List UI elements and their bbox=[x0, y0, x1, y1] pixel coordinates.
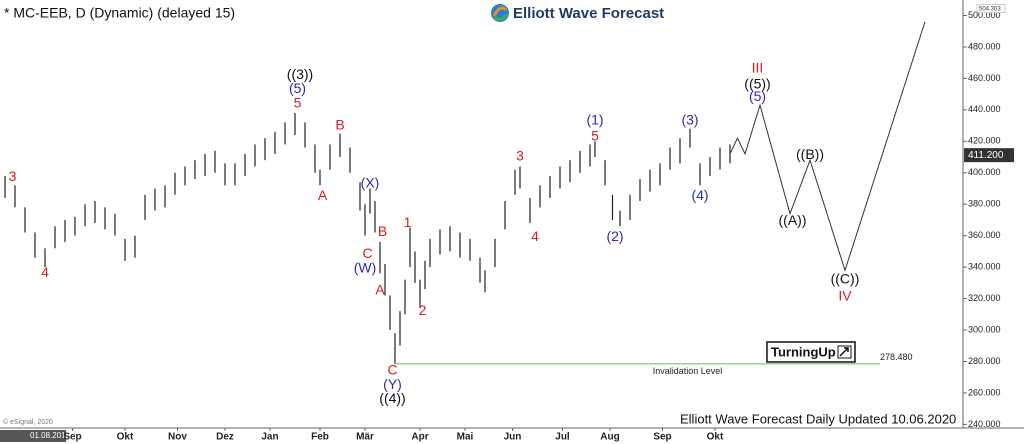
y-tick-label: 260.000 bbox=[968, 387, 1001, 397]
wave-label: A bbox=[375, 281, 385, 297]
badge-text: TurningUp bbox=[771, 344, 836, 359]
wave-label: 4 bbox=[531, 228, 539, 244]
y-tick-label: 360.000 bbox=[968, 230, 1001, 240]
x-tick-label: Mai bbox=[457, 432, 474, 443]
wave-label: B bbox=[378, 223, 387, 239]
wave-label: C bbox=[362, 245, 372, 261]
chart-title: * MC-EEB, D (Dynamic) (delayed 15) bbox=[4, 5, 235, 21]
max-price-label: 504.303 bbox=[979, 6, 1001, 12]
y-tick-label: 460.000 bbox=[968, 73, 1001, 83]
badge-icon bbox=[837, 345, 852, 359]
badge: TurningUp bbox=[766, 341, 856, 363]
x-tick-label: Sep bbox=[653, 432, 671, 443]
wave-label: (W) bbox=[354, 259, 377, 275]
x-tick-label: Okt bbox=[707, 432, 724, 443]
x-tick-label: Apr bbox=[411, 432, 428, 443]
max-price-box bbox=[976, 4, 1006, 13]
wave-label: (5) bbox=[289, 80, 306, 96]
wave-label: 5 bbox=[294, 94, 302, 110]
copyright: © eSignal, 2020 bbox=[3, 418, 53, 426]
wave-label: A bbox=[318, 187, 328, 203]
invalidation-value: 278.480 bbox=[880, 352, 913, 362]
wave-label: (1) bbox=[586, 112, 603, 128]
logo-icon bbox=[492, 6, 508, 17]
y-tick-label: 300.000 bbox=[968, 324, 1001, 334]
wave-label: 4 bbox=[41, 264, 49, 280]
x-tick-label: Jun bbox=[504, 432, 522, 443]
wave-label: 1 bbox=[404, 214, 412, 230]
projection-line bbox=[729, 21, 926, 272]
wave-label: 3 bbox=[9, 168, 17, 184]
wave-label: IV bbox=[838, 288, 852, 304]
wave-label: (X) bbox=[361, 174, 380, 190]
date-box bbox=[0, 430, 66, 442]
footer: Elliott Wave Forecast Daily Updated 10.0… bbox=[680, 411, 956, 426]
logo-icon bbox=[493, 13, 509, 21]
wave-label: C bbox=[387, 362, 397, 378]
y-tick-label: 440.000 bbox=[968, 104, 1001, 114]
badge-icon bbox=[839, 347, 849, 357]
x-tick-label: Dez bbox=[216, 432, 234, 443]
x-tick-label: Jul bbox=[555, 432, 570, 443]
y-tick-label: 420.000 bbox=[968, 136, 1001, 146]
wave-label: ((5)) bbox=[744, 75, 770, 91]
y-tick-label: 340.000 bbox=[968, 261, 1001, 271]
wave-label: ((3)) bbox=[287, 66, 313, 82]
wave-label: (5) bbox=[749, 88, 766, 104]
y-tick-label: 240.000 bbox=[968, 419, 1001, 429]
wave-label: ((C)) bbox=[831, 270, 860, 286]
x-tick-label: Okt bbox=[117, 432, 134, 443]
y-tick-label: 500.000 bbox=[968, 10, 1001, 20]
wave-label: (4) bbox=[691, 187, 708, 203]
wave-label: 2 bbox=[419, 302, 427, 318]
wave-label: III bbox=[752, 60, 764, 76]
last-price-box bbox=[964, 148, 1014, 163]
wave-label: (Y) bbox=[383, 376, 402, 392]
invalidation-text: Invalidation Level bbox=[653, 366, 723, 376]
wave-label: ((B)) bbox=[796, 146, 824, 162]
x-tick-label: Nov bbox=[168, 432, 187, 443]
y-tick-label: 400.000 bbox=[968, 167, 1001, 177]
y-tick-label: 280.000 bbox=[968, 356, 1001, 366]
wave-label: 5 bbox=[591, 127, 599, 143]
last-price-label: 411.200 bbox=[968, 150, 1004, 161]
wave-label: (3) bbox=[681, 112, 698, 128]
x-tick-label: Feb bbox=[311, 432, 329, 443]
y-tick-label: 320.000 bbox=[968, 293, 1001, 303]
wave-label: ((A)) bbox=[779, 212, 807, 228]
logo-text: Elliott Wave Forecast bbox=[513, 5, 664, 22]
logo: Elliott Wave Forecast bbox=[491, 4, 664, 22]
y-tick-label: 380.000 bbox=[968, 199, 1001, 209]
wave-label: B bbox=[335, 116, 344, 132]
start-date: 01.08.2019 bbox=[30, 431, 71, 440]
x-tick-label: Mär bbox=[356, 432, 374, 443]
y-tick-label: 480.000 bbox=[968, 41, 1001, 51]
badge-box bbox=[766, 341, 856, 363]
x-tick-label: Jan bbox=[261, 432, 278, 443]
wave-label: (2) bbox=[606, 228, 623, 244]
x-tick-label: Aug bbox=[600, 432, 619, 443]
wave-label: ((4)) bbox=[379, 390, 405, 406]
wave-label: 3 bbox=[516, 148, 524, 164]
x-tick-label: Sep bbox=[63, 432, 81, 443]
